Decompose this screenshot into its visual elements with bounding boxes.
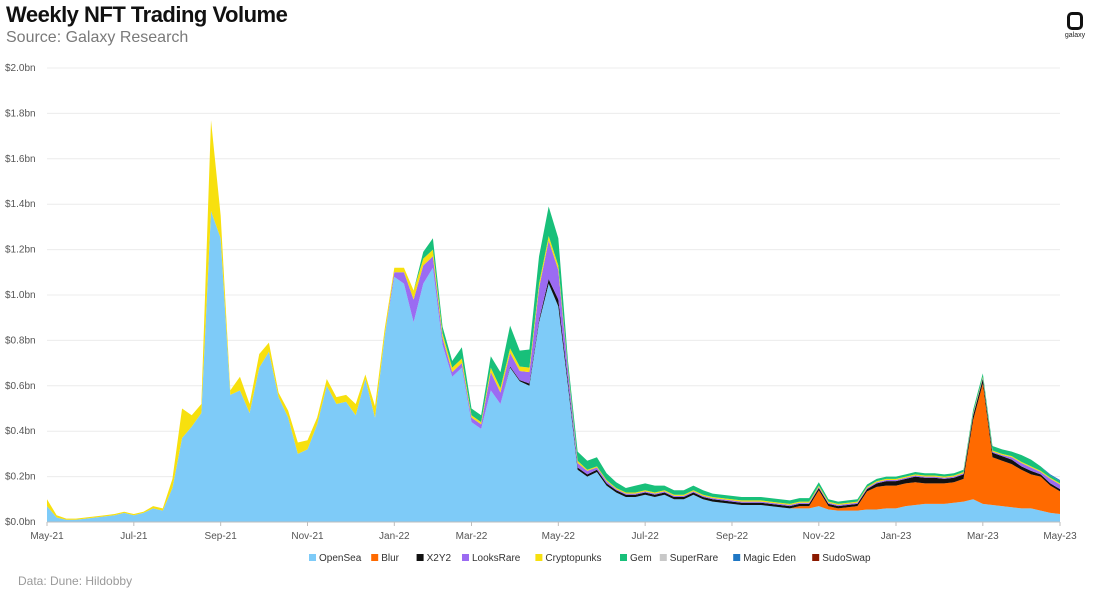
legend-swatch-blur — [371, 554, 379, 561]
series-area-opensea — [47, 211, 1060, 522]
y-tick-label: $0.0bn — [5, 517, 36, 528]
galaxy-logo-text: galaxy — [1064, 32, 1086, 39]
x-tick-label: May-21 — [30, 531, 64, 542]
x-tick-label: Jan-22 — [379, 531, 410, 542]
galaxy-logo-icon — [1067, 12, 1083, 30]
legend-label-opensea: OpenSea — [319, 553, 362, 564]
x-tick-label: Jul-22 — [632, 531, 660, 542]
x-tick-label: Nov-21 — [291, 531, 324, 542]
legend-label-sudoswap: SudoSwap — [822, 553, 871, 564]
y-tick-label: $1.6bn — [5, 154, 36, 165]
x-tick-label: Mar-22 — [456, 531, 488, 542]
chart-subtitle: Source: Galaxy Research — [6, 29, 189, 46]
series-areas — [47, 120, 1060, 522]
y-axis: $0.0bn $0.2bn $0.4bn $0.6bn $0.8bn $1.0bn $1.2… — [5, 63, 36, 528]
y-tick-label: $1.4bn — [5, 199, 36, 210]
y-tick-label: $1.2bn — [5, 245, 36, 256]
legend-label-gem: Gem — [630, 553, 652, 564]
legend-swatch-sudoswap — [812, 554, 820, 561]
x-tick-label: May-23 — [1043, 531, 1077, 542]
legend-swatch-cryptopunks — [535, 554, 543, 561]
data-source-note: Data: Dune: Hildobby — [18, 574, 133, 588]
y-tick-label: $0.2bn — [5, 472, 36, 483]
legend-swatch-looksrare — [462, 554, 469, 561]
legend-swatch-magic-eden — [733, 554, 741, 561]
x-tick-label: May-22 — [542, 531, 576, 542]
legend-label-x2y2: X2Y2 — [427, 553, 452, 564]
x-tick-label: Sep-21 — [205, 531, 238, 542]
chart-title: Weekly NFT Trading Volume — [6, 2, 288, 27]
legend-swatch-superrare — [659, 554, 667, 561]
y-tick-label: $2.0bn — [5, 63, 36, 74]
legend-label-looksrare: LooksRare — [472, 553, 521, 564]
legend-swatch-x2y2 — [416, 554, 424, 561]
y-tick-label: $0.4bn — [5, 426, 36, 437]
series-area-blur — [47, 211, 1060, 520]
y-tick-label: $1.8bn — [5, 108, 36, 119]
legend-swatch-opensea — [309, 554, 316, 561]
legend-label-blur: Blur — [381, 553, 399, 564]
x-axis: May-21 Jul-21 Sep-21 Nov-21 Jan-22 Mar-22 May-… — [30, 521, 1077, 542]
y-tick-label: $1.0bn — [5, 290, 36, 301]
x-tick-label: Jan-23 — [881, 531, 912, 542]
legend-label-magic-eden: Magic Eden — [743, 553, 796, 564]
x-tick-label: Sep-22 — [716, 531, 749, 542]
x-tick-label: Nov-22 — [803, 531, 836, 542]
legend-label-cryptopunks: Cryptopunks — [545, 553, 601, 564]
x-tick-label: Jul-21 — [120, 531, 148, 542]
legend-label-superrare: SuperRare — [670, 553, 719, 564]
x-tick-label: Mar-23 — [967, 531, 999, 542]
galaxy-logo: galaxy — [1062, 12, 1088, 48]
series-area-looksrare — [47, 211, 1060, 520]
legend-swatch-gem — [620, 554, 627, 561]
y-tick-label: $0.8bn — [5, 335, 36, 346]
y-tick-label: $0.6bn — [5, 381, 36, 392]
legend: OpenSea Blur X2Y2 LooksRare Cryptopunks Gem Su… — [309, 553, 871, 564]
